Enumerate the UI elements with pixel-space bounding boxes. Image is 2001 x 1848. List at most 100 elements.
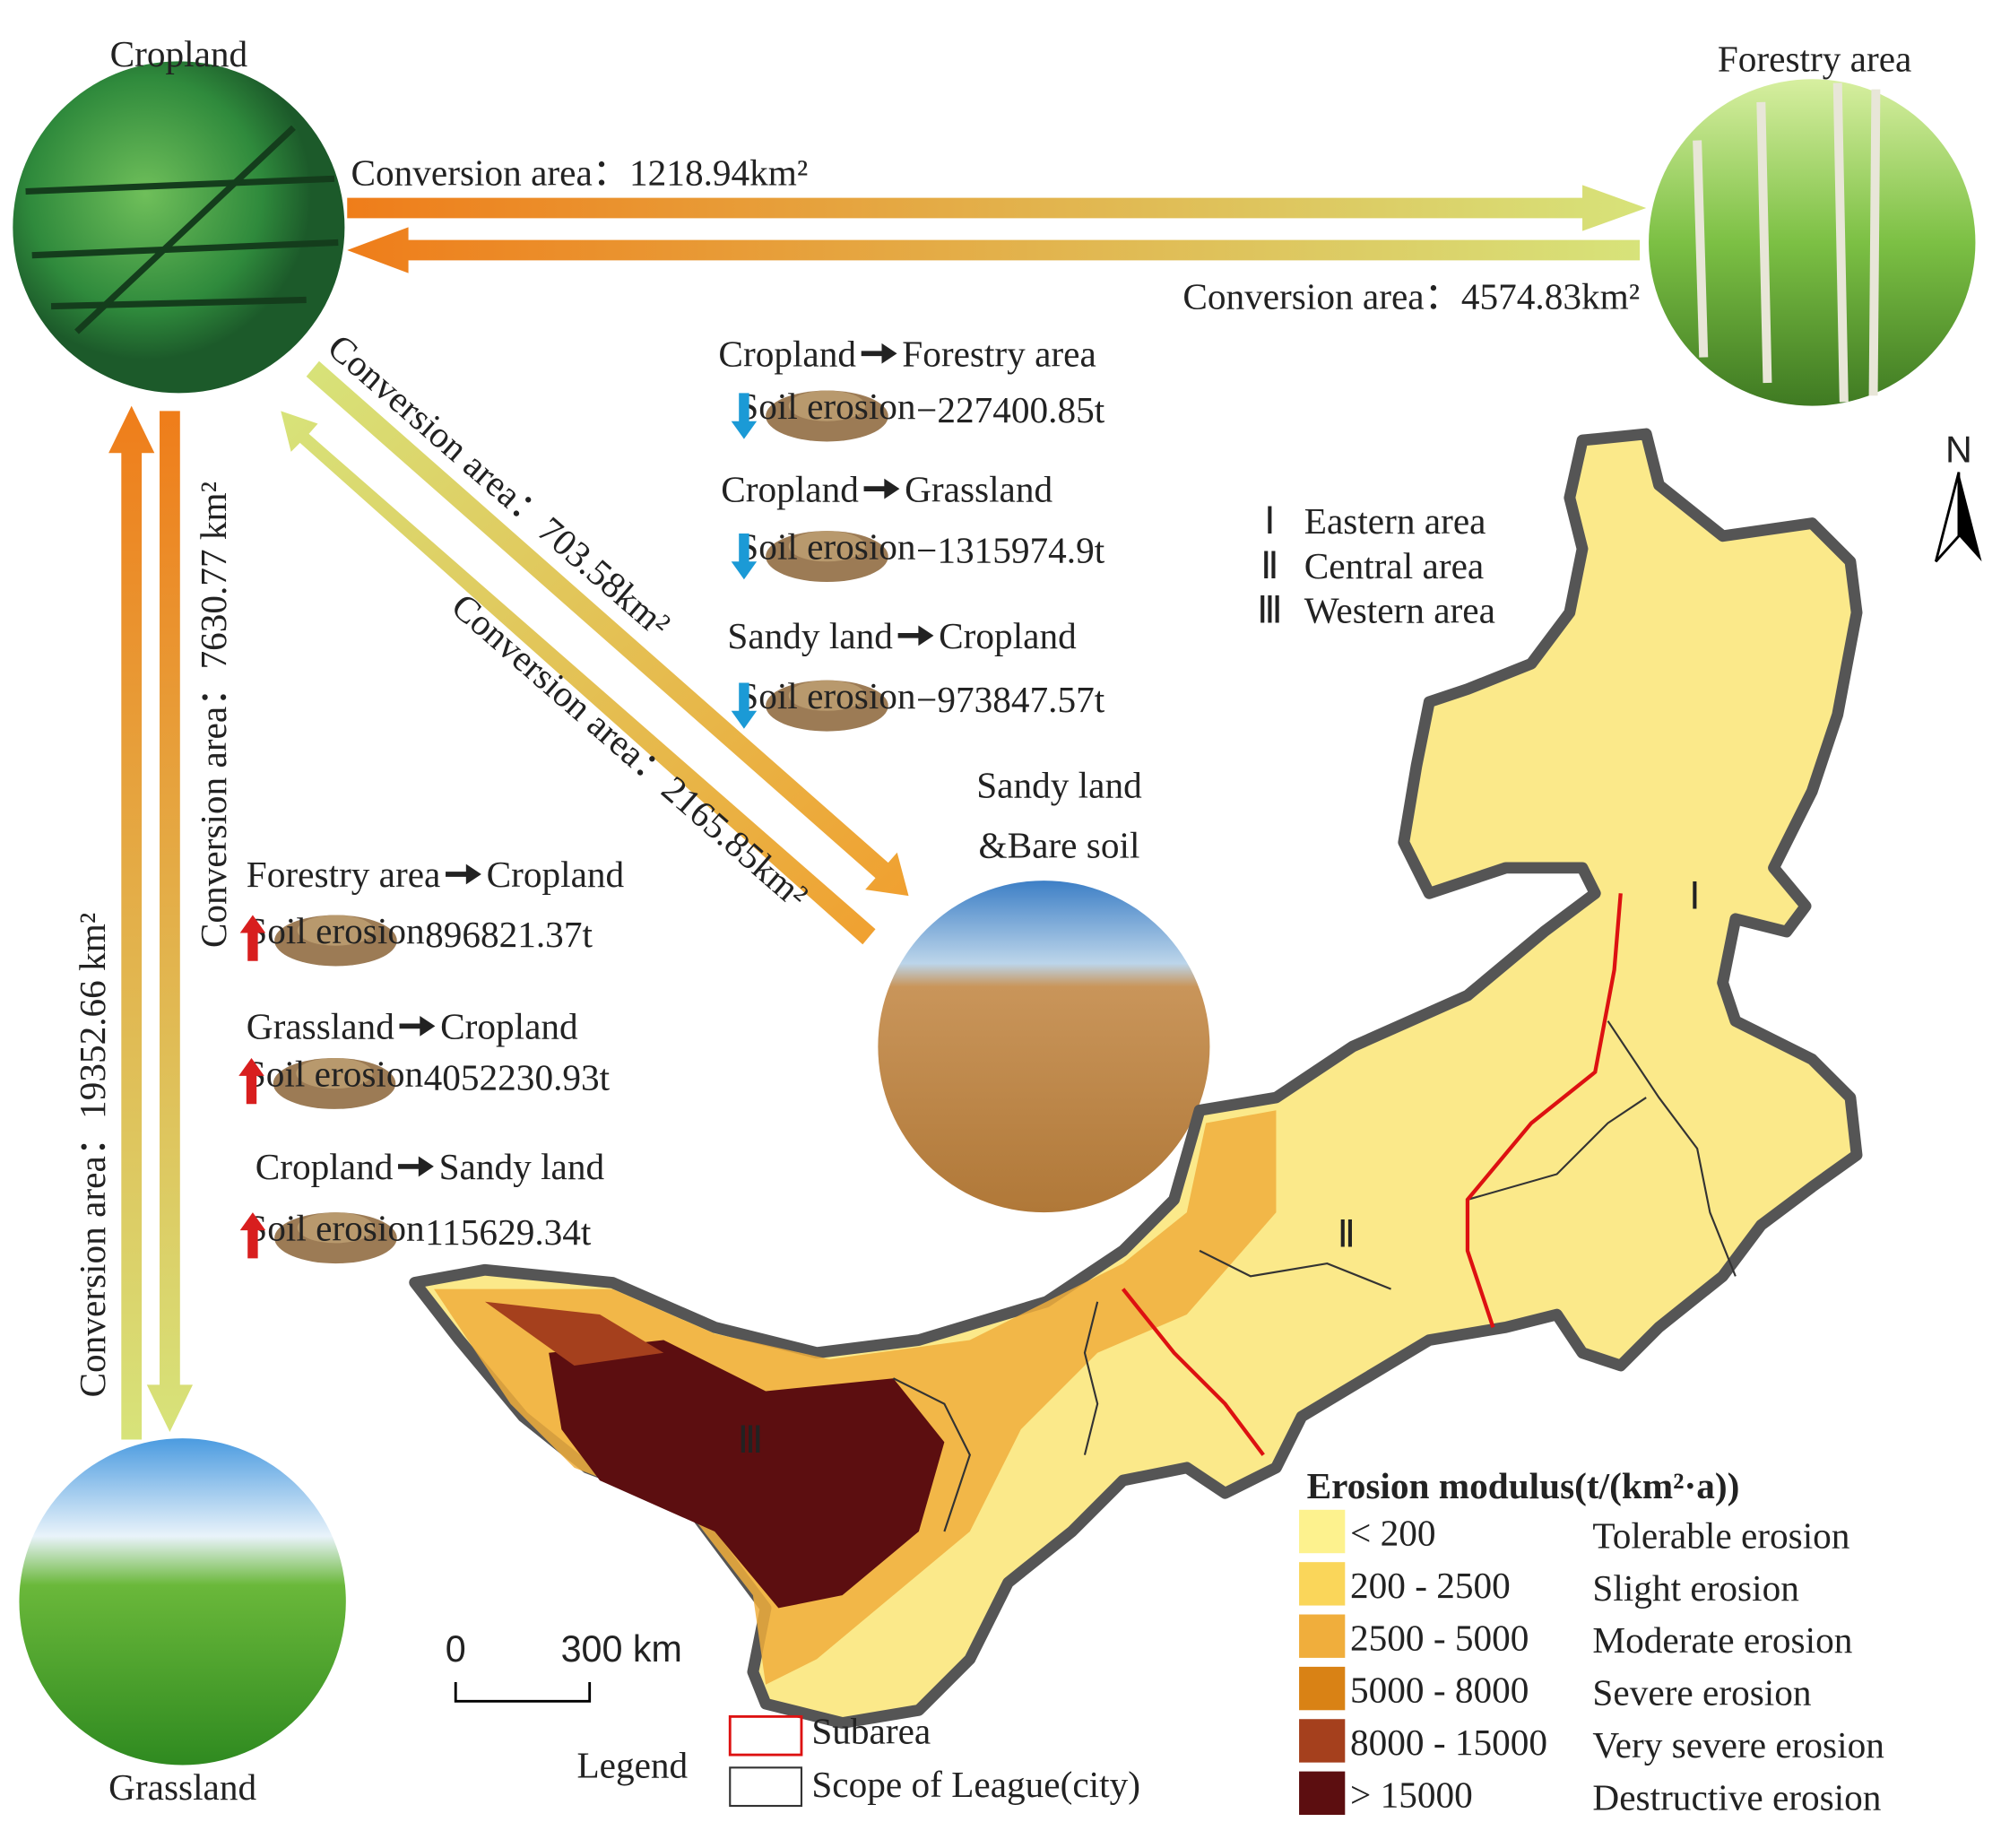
erosion-range: 8000 - 15000 bbox=[1350, 1722, 1547, 1763]
change-value: 896821.37t bbox=[425, 914, 593, 955]
erosion-range: 2500 - 5000 bbox=[1350, 1617, 1529, 1658]
forestry-photo bbox=[1649, 79, 1976, 406]
change-to: Sandy land bbox=[439, 1146, 605, 1187]
region-numeral: Ⅲ bbox=[1257, 590, 1282, 631]
destructive-zone bbox=[549, 1340, 945, 1609]
change-to: Cropland bbox=[440, 1006, 578, 1047]
conversion-label: Conversion area：703.58km² bbox=[320, 325, 678, 645]
arrow-cropland-forestry bbox=[347, 185, 1647, 231]
decrease-arrow bbox=[731, 393, 758, 439]
conversion-label: Conversion area：7630.77 km² bbox=[193, 482, 234, 948]
subarea-swatch bbox=[728, 1714, 803, 1757]
erosion-swatch bbox=[1299, 1666, 1346, 1711]
transition-arrow bbox=[897, 625, 934, 646]
league-label: Scope of League(city) bbox=[811, 1764, 1140, 1806]
node-title: Cropland bbox=[110, 33, 248, 74]
cropland-photo bbox=[13, 61, 345, 394]
node-title: &Bare soil bbox=[979, 824, 1140, 865]
legend-title: Legend bbox=[576, 1745, 688, 1786]
sandy-photo bbox=[878, 881, 1210, 1213]
erosion-range: < 200 bbox=[1350, 1513, 1436, 1554]
tree-trunks bbox=[1693, 82, 1881, 403]
transition-arrow bbox=[861, 343, 897, 364]
erosion-range: > 15000 bbox=[1350, 1774, 1473, 1815]
soil-pile-top bbox=[297, 1212, 375, 1244]
change-value: 115629.34t bbox=[425, 1211, 592, 1253]
change-to: Forestry area bbox=[902, 333, 1096, 374]
league-boundaries bbox=[892, 1020, 1737, 1532]
soil-label: Soil erosion bbox=[738, 525, 916, 567]
north-label: N bbox=[1945, 429, 1972, 470]
decrease-arrow bbox=[731, 682, 758, 729]
conversion-label: Conversion area：1218.94km² bbox=[351, 152, 809, 193]
change-from: Sandy land bbox=[727, 615, 893, 656]
transition-arrow bbox=[863, 478, 900, 499]
node-title: Sandy land bbox=[976, 765, 1142, 806]
increase-arrow bbox=[239, 915, 266, 961]
change-value: −973847.57t bbox=[916, 679, 1105, 720]
soil-pile-top bbox=[788, 390, 866, 421]
subarea-boundaries bbox=[1121, 893, 1623, 1456]
soil-pile-top bbox=[788, 531, 866, 562]
soil-pile-top bbox=[297, 915, 375, 946]
change-from: Cropland bbox=[721, 468, 859, 509]
erosion-swatch bbox=[1299, 1614, 1346, 1658]
subarea-label: Subarea bbox=[811, 1710, 931, 1751]
decrease-arrow bbox=[731, 533, 758, 580]
region-name: Eastern area bbox=[1304, 500, 1486, 542]
arrow-grassland-cropland bbox=[108, 405, 155, 1440]
soil-pile-top bbox=[788, 680, 866, 711]
north-arrow-left bbox=[1934, 472, 1961, 563]
increase-arrow bbox=[238, 1057, 264, 1105]
erosion-swatch bbox=[1299, 1719, 1346, 1763]
erosion-swatch bbox=[1299, 1771, 1346, 1815]
node-title: Forestry area bbox=[1718, 39, 1912, 80]
change-from: Cropland bbox=[718, 333, 856, 374]
arrow-sandy-cropland bbox=[281, 411, 876, 945]
erosion-range: 200 - 2500 bbox=[1350, 1565, 1511, 1606]
erosion-grade: Destructive erosion bbox=[1592, 1776, 1881, 1818]
node-title: Grassland bbox=[108, 1766, 256, 1808]
erosion-legend-title: Erosion modulus(t/(km²·a)) bbox=[1307, 1465, 1740, 1507]
change-to: Cropland bbox=[939, 615, 1077, 656]
region-numeral: Ⅰ bbox=[1264, 500, 1275, 542]
map bbox=[409, 428, 1863, 1729]
erosion-swatch bbox=[1299, 1509, 1346, 1554]
scale-start: 0 bbox=[446, 1628, 466, 1670]
erosion-grade: Slight erosion bbox=[1592, 1567, 1799, 1609]
arrow-cropland-grassland bbox=[146, 411, 194, 1432]
erosion-grade: Tolerable erosion bbox=[1592, 1515, 1849, 1557]
change-from: Cropland bbox=[256, 1146, 394, 1187]
map-region-label: Ⅲ bbox=[738, 1419, 763, 1461]
transition-arrow bbox=[398, 1156, 434, 1177]
change-to: Cropland bbox=[487, 854, 625, 895]
league-swatch bbox=[729, 1766, 803, 1808]
scale-end: 300 km bbox=[561, 1628, 682, 1670]
scale-bar bbox=[454, 1681, 592, 1703]
field-lines bbox=[25, 125, 339, 334]
change-to: Grassland bbox=[905, 468, 1052, 509]
conversion-label: Conversion area：4574.83km² bbox=[1182, 275, 1640, 317]
soil-label: Soil erosion bbox=[246, 1053, 424, 1094]
grassland-photo bbox=[19, 1438, 346, 1766]
erosion-range: 5000 - 8000 bbox=[1350, 1670, 1529, 1711]
map-region-label: Ⅱ bbox=[1338, 1214, 1356, 1255]
erosion-grade: Moderate erosion bbox=[1592, 1619, 1852, 1661]
change-value: −1315974.9t bbox=[916, 530, 1105, 571]
change-value: 4052230.93t bbox=[424, 1057, 611, 1098]
erosion-swatch bbox=[1299, 1562, 1346, 1606]
map-region-label: Ⅰ bbox=[1689, 875, 1700, 916]
conversion-label: Conversion area：19352.66 km² bbox=[72, 913, 113, 1398]
soil-label: Soil erosion bbox=[738, 386, 916, 427]
erosion-grade: Severe erosion bbox=[1592, 1672, 1811, 1714]
transition-arrow bbox=[399, 1015, 436, 1037]
region-name: Central area bbox=[1304, 545, 1484, 586]
severe-zone bbox=[484, 1301, 664, 1366]
soil-pile-top bbox=[296, 1057, 373, 1089]
north-arrow-right bbox=[1958, 472, 1982, 562]
arrow-forestry-cropland bbox=[347, 227, 1641, 273]
change-value: −227400.85t bbox=[916, 389, 1105, 430]
transition-arrow bbox=[446, 863, 481, 885]
soil-label: Soil erosion bbox=[738, 675, 916, 716]
